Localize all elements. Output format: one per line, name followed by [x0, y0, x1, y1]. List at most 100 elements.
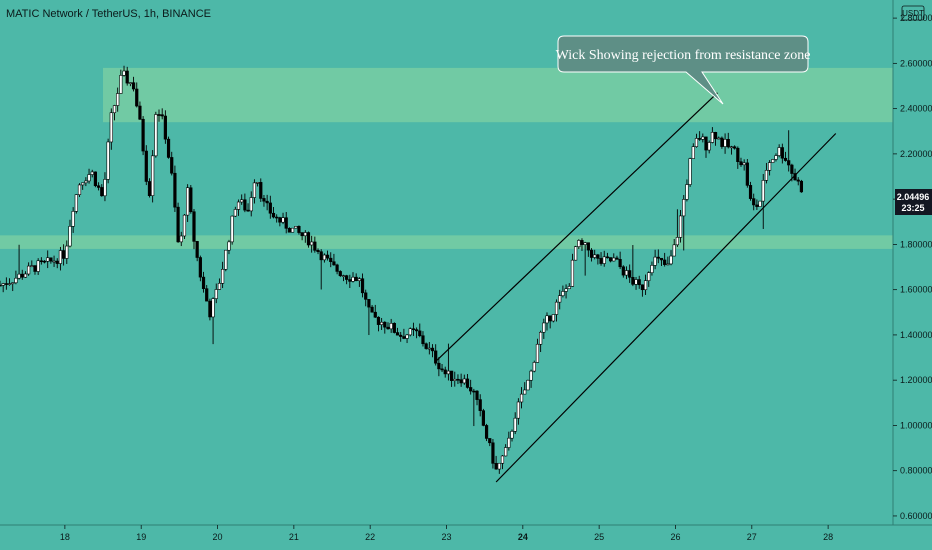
y-tick-label: 2.40000 — [900, 104, 932, 114]
candle-body — [459, 379, 463, 384]
candle-body — [313, 241, 317, 251]
candle-body — [488, 438, 492, 444]
candles-layer — [0, 65, 804, 474]
candle-body — [386, 326, 390, 330]
candle-body — [694, 138, 699, 147]
candle-body — [65, 245, 69, 259]
candle-body — [596, 254, 600, 259]
candle-body — [341, 275, 346, 277]
candle-body — [351, 276, 355, 282]
candle-body — [475, 390, 479, 400]
candle-body — [723, 139, 727, 147]
candle-body — [564, 288, 568, 292]
candle-body — [424, 343, 428, 349]
trendlines-layer — [434, 92, 837, 483]
upper-channel-trendline[interactable] — [434, 92, 718, 363]
candle-body — [691, 146, 695, 159]
candle-body — [437, 362, 441, 370]
candle-body — [58, 250, 63, 264]
candle-body — [764, 169, 769, 181]
candle-body — [653, 256, 657, 266]
candle-body — [33, 265, 37, 272]
candle-body — [643, 280, 648, 291]
candle-body — [758, 200, 762, 207]
candle-body — [325, 254, 330, 259]
candle-body — [303, 232, 307, 237]
candle-body — [405, 334, 409, 339]
candle-body — [612, 257, 616, 262]
candle-body — [774, 155, 778, 160]
time-axis[interactable]: 18 19 20 21 22 23 24 25 26 27 28 — [60, 525, 833, 542]
candle-body — [701, 136, 705, 140]
candle-body — [322, 254, 326, 261]
candle-body — [55, 260, 59, 264]
candle-body — [666, 263, 670, 266]
candle-body — [411, 328, 416, 331]
candle-body — [345, 275, 349, 280]
candle-body — [678, 215, 683, 238]
candle-body — [430, 347, 435, 352]
candle-body — [4, 283, 8, 285]
candle-body — [523, 389, 527, 395]
candle-body — [621, 266, 625, 276]
candle-body — [593, 254, 597, 258]
candle-body — [106, 141, 110, 180]
candle-body — [77, 184, 82, 195]
candle-body — [332, 261, 336, 266]
candle-body — [663, 259, 667, 265]
y-tick-label: 1.60000 — [900, 285, 932, 295]
candle-body — [484, 425, 489, 439]
candle-body — [367, 299, 371, 308]
candle-body — [551, 314, 555, 322]
candle-body — [631, 277, 635, 285]
lower-channel-trendline[interactable] — [495, 133, 837, 483]
candle-body — [297, 226, 301, 233]
candle-body — [392, 323, 396, 333]
annotation-callout: Wick Showing rejection from resistance z… — [556, 35, 810, 105]
candle-body — [675, 237, 679, 246]
currency-badge[interactable] — [901, 5, 925, 21]
candle-body — [84, 180, 88, 184]
candle-body — [491, 442, 495, 464]
last-price-label: 2.04496 23:25 — [895, 189, 932, 215]
candle-body — [42, 260, 47, 263]
candle-body — [529, 370, 533, 381]
candle-body — [650, 265, 654, 273]
candle-body — [233, 209, 237, 217]
candle-body — [516, 401, 520, 419]
candle-body — [494, 463, 498, 470]
candle-body — [580, 240, 584, 245]
candle-body — [669, 255, 673, 265]
candle-body — [640, 284, 645, 291]
candle-body — [373, 311, 377, 318]
candle-body — [348, 279, 352, 282]
candle-body — [0, 284, 2, 287]
candle-body — [415, 329, 419, 332]
candle-body — [357, 278, 361, 281]
candle-body — [796, 179, 800, 182]
y-tick-label: 2.60000 — [900, 58, 932, 68]
candle-body — [717, 137, 721, 140]
candle-body — [112, 105, 117, 114]
candle-body — [122, 70, 126, 76]
candle-body — [278, 217, 282, 223]
x-tick-label: 22 — [365, 532, 375, 542]
candle-body — [189, 187, 193, 213]
candle-body — [151, 155, 155, 196]
candle-body — [755, 204, 759, 207]
candle-body — [787, 160, 791, 166]
candle-body — [685, 184, 689, 200]
y-tick-label: 1.00000 — [900, 420, 932, 430]
candle-body — [287, 228, 291, 233]
candle-body — [221, 269, 225, 284]
candle-body — [201, 276, 206, 289]
candle-body — [166, 138, 171, 158]
candle-body — [103, 179, 107, 197]
candle-body — [240, 199, 244, 203]
candle-body — [532, 362, 536, 372]
candle-body — [81, 182, 85, 186]
candle-body — [577, 240, 581, 247]
candle-body — [306, 232, 311, 246]
y-tick-label: 2.20000 — [900, 149, 932, 159]
